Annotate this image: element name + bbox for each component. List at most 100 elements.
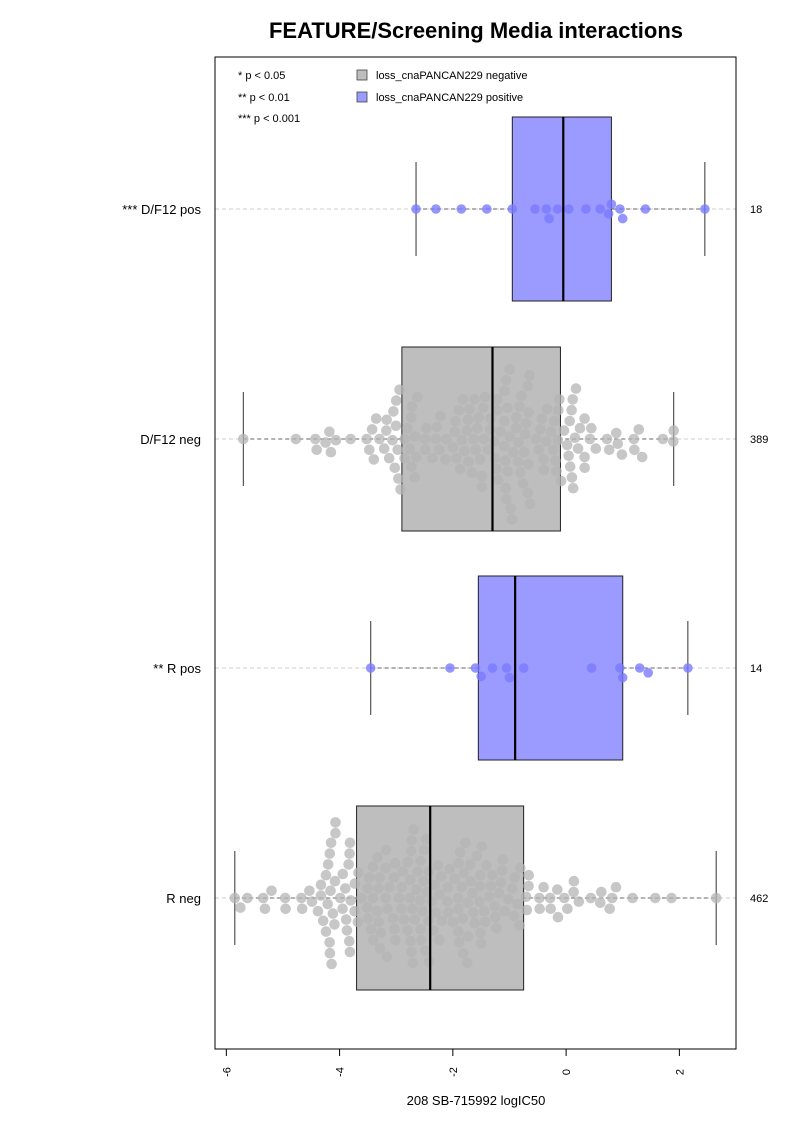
data-point [538,454,549,465]
data-point [440,454,451,465]
data-point [453,404,465,416]
data-point [229,892,241,904]
x-axis-label: 208 SB-715992 logIC50 [407,1093,546,1108]
group-count: 462 [750,893,768,905]
data-point [412,391,423,403]
data-point [393,473,404,484]
data-point [467,887,478,899]
data-point [541,204,552,214]
data-point [497,854,508,865]
data-point [324,947,336,959]
group-1: D/F12 neg 389 [140,346,768,532]
data-point [396,881,408,893]
data-point [461,425,473,436]
data-point [475,927,486,939]
data-point [538,464,550,476]
data-point [552,911,564,923]
data-point [457,947,469,959]
data-point [325,837,337,849]
data-point [650,892,661,904]
data-point [449,426,461,438]
data-point [365,663,376,673]
data-point [564,204,574,214]
data-point [566,472,578,483]
data-point [476,841,488,852]
data-point [700,204,710,214]
data-point [495,426,506,438]
data-point [500,482,512,494]
data-point [406,946,417,958]
data-point [447,916,459,928]
data-point [429,879,441,891]
data-point [418,844,430,856]
data-point [584,433,596,445]
data-point [257,892,269,904]
data-point [345,433,356,445]
data-point [330,434,342,446]
data-point [381,414,393,426]
data-point [508,910,520,922]
legend-label-positive: loss_cnaPANCAN229 positive [376,92,523,104]
data-point [471,850,483,862]
data-point [430,907,441,918]
data-point [235,902,246,913]
data-point [616,449,628,460]
data-point [516,390,527,402]
data-point [420,444,431,456]
data-point [509,872,521,883]
data-point [515,467,526,478]
data-point [337,868,349,880]
data-point [320,926,332,937]
data-point [502,402,513,414]
data-point [370,413,382,424]
data-point [397,866,409,877]
data-point [290,433,302,445]
data-point [493,474,504,486]
data-point [406,412,417,423]
data-point [606,199,617,209]
data-point [552,884,563,895]
group-0: *** D/F12 pos 18 [122,116,762,302]
data-point [601,433,613,445]
data-point [310,433,321,445]
data-point [564,415,575,427]
data-point [469,394,480,405]
data-point [382,903,393,915]
data-point [567,482,579,494]
data-point [520,891,532,903]
data-point [453,857,464,869]
data-point [374,872,386,883]
data-point [409,472,420,483]
data-point [442,896,453,907]
data-point [451,452,462,464]
data-point [473,412,485,423]
data-point [419,433,431,445]
data-point [367,861,379,873]
data-point [499,385,510,397]
data-point [402,856,414,868]
data-point [405,845,417,857]
data-point [615,663,625,673]
data-point [484,424,496,435]
data-point [480,916,491,928]
data-point [478,905,490,917]
data-point [427,452,438,464]
data-point [512,456,524,468]
data-point [392,444,404,456]
data-point [596,886,607,898]
data-point [356,892,367,904]
data-point [683,663,693,673]
data-point [455,463,466,475]
data-point [462,931,474,942]
data-point [476,470,488,482]
legend-label-negative: loss_cnaPANCAN229 negative [376,70,527,82]
data-point [502,466,513,477]
data-point [487,869,498,881]
data-point [420,833,432,845]
data-point [340,914,352,925]
data-point [487,663,498,673]
data-point [457,394,469,405]
data-point [311,444,323,456]
x-tick-label: 0 [561,1069,573,1075]
data-point [530,433,542,445]
